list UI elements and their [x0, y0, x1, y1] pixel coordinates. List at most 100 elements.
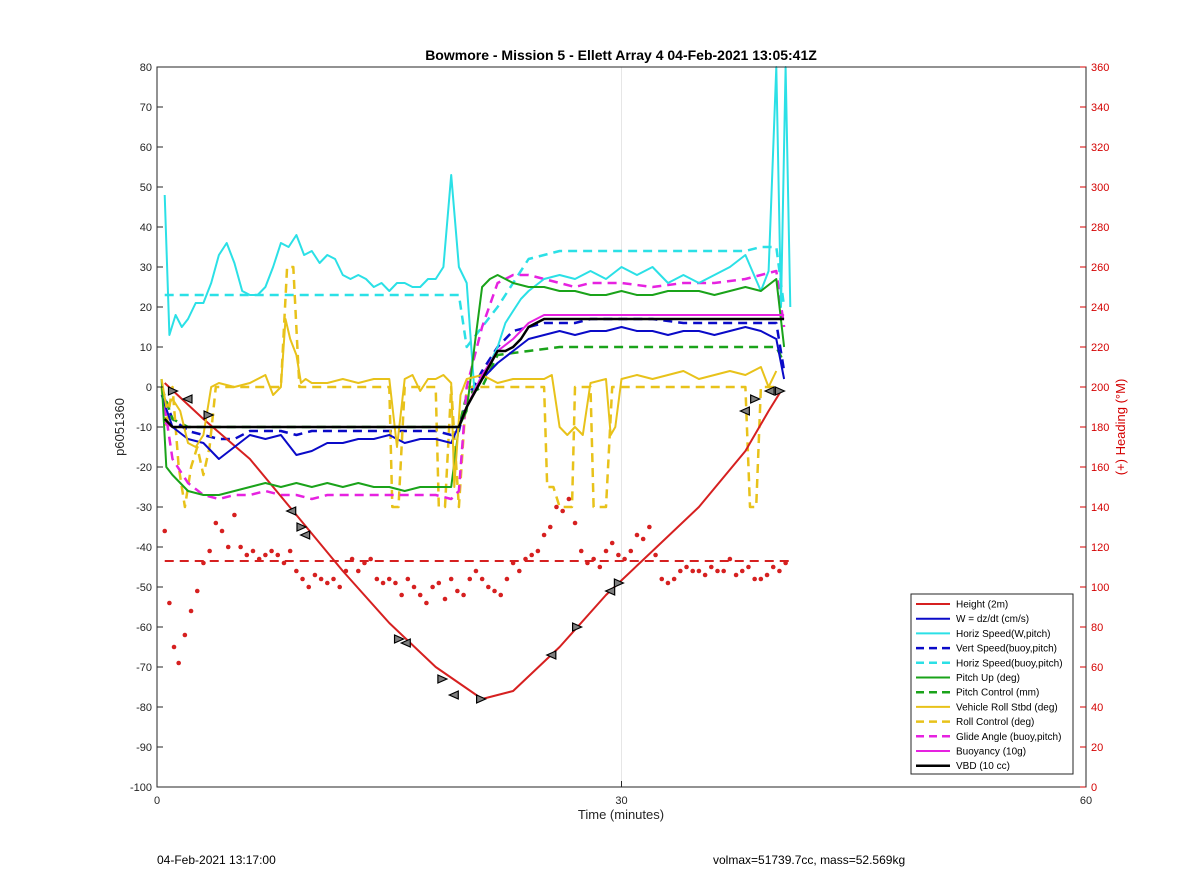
heading-dot [572, 520, 578, 526]
legend-label-0: Height (2m) [956, 600, 1008, 611]
heading-dot [498, 592, 504, 598]
y-tick-label: -90 [136, 742, 152, 754]
heading-dot [399, 592, 404, 598]
right-y-ticks: 0 20 40 60 80 100 120 140 160 180 200 220 240 260 280 3… [1080, 62, 1109, 794]
series-line-9 [163, 269, 786, 501]
y2-tick-label: 140 [1091, 502, 1109, 514]
y2-tick-label: 260 [1091, 262, 1109, 274]
legend-label-6: Pitch Control (mm) [956, 688, 1039, 699]
series-line-0 [164, 382, 782, 700]
direction-marker [399, 638, 411, 648]
y2-tick-label: 340 [1091, 102, 1109, 114]
y2-tick-label: 120 [1091, 542, 1109, 554]
y2-tick-label: 20 [1091, 742, 1103, 754]
y2-tick-label: 280 [1091, 222, 1109, 234]
y2-tick-label: 200 [1091, 382, 1109, 394]
heading-dot [504, 576, 510, 582]
y-tick-label: -20 [136, 462, 152, 474]
y-axis-label: p6051360 [112, 398, 127, 456]
heading-dot [696, 568, 702, 574]
y2-tick-label: 80 [1091, 622, 1103, 634]
heading-dot [374, 576, 380, 582]
heading-dot [213, 520, 219, 526]
x-tick-label: 30 [615, 795, 627, 807]
legend-label-5: Pitch Up (deg) [956, 673, 1020, 684]
solid-lines [160, 66, 792, 700]
heading-dot [167, 600, 172, 606]
heading-dot [368, 556, 373, 562]
y-tick-label: 10 [140, 342, 152, 354]
heading-dot [430, 584, 435, 590]
y-tick-label: -40 [136, 542, 152, 554]
y-tick-label: -70 [136, 662, 152, 674]
heading-dot [250, 548, 256, 554]
heading-dot [467, 576, 473, 582]
direction-marker [738, 406, 750, 416]
heading-dot [492, 588, 497, 594]
legend-label-2: Horiz Speed(W,pitch) [956, 629, 1050, 640]
legend-label-10: Buoyancy (10g) [956, 747, 1026, 758]
heading-dot [417, 592, 423, 598]
x-tick-label: 60 [1080, 795, 1092, 807]
direction-marker [299, 530, 311, 540]
chart-title: Bowmore - Mission 5 - Ellett Array 4 04-… [425, 47, 817, 63]
heading-dot [653, 552, 658, 558]
heading-dot [287, 548, 293, 554]
direction-marker [763, 386, 775, 396]
direction-marker [285, 506, 297, 516]
direction-marker [447, 690, 459, 700]
direction-marker [545, 650, 557, 660]
x-ticks: 0 30 60 [154, 781, 1092, 807]
heading-dot [207, 548, 212, 554]
heading-dot [690, 568, 696, 574]
direction-marker [437, 674, 449, 684]
heading-dot [659, 576, 665, 582]
direction-marker [476, 694, 488, 704]
legend-label-3: Vert Speed(buoy,pitch) [956, 644, 1057, 655]
heading-dot [325, 580, 330, 586]
heading-dot [578, 548, 584, 554]
heading-dot [603, 548, 609, 554]
heading-dot [312, 572, 318, 578]
heading-dot [665, 580, 671, 586]
heading-dot [671, 576, 677, 582]
heading-dot [343, 568, 349, 574]
heading-dot [554, 504, 559, 510]
heading-dot [238, 544, 243, 550]
y2-tick-label: 0 [1091, 782, 1097, 794]
y-tick-label: 70 [140, 102, 152, 114]
heading-dot [566, 496, 572, 502]
heading-dot [162, 528, 168, 534]
footer-timestamp: 04-Feb-2021 13:17:00 [157, 853, 276, 867]
heading-dot [640, 536, 646, 542]
y-tick-label: -60 [136, 622, 152, 634]
legend-label-4: Horiz Speed(buoy,pitch) [956, 658, 1063, 669]
heading-dot [721, 568, 726, 574]
y2-axis-label: (+) Heading (°M) [1113, 379, 1128, 476]
heading-dot [455, 588, 460, 594]
series-line-4 [164, 245, 786, 349]
series-line-8 [160, 265, 777, 509]
heading-dot [647, 524, 652, 530]
series-line-2 [163, 66, 792, 392]
heading-dot [684, 564, 689, 570]
y2-tick-label: 180 [1091, 422, 1109, 434]
y-tick-label: -30 [136, 502, 152, 514]
y2-tick-label: 320 [1091, 142, 1109, 154]
heading-dot [318, 576, 324, 582]
heading-dot [609, 540, 615, 546]
heading-dot [194, 588, 200, 594]
direction-marker [571, 622, 584, 632]
heading-dot [547, 524, 553, 530]
heading-dot [355, 568, 361, 574]
heading-dot [306, 584, 312, 590]
y2-tick-label: 360 [1091, 62, 1109, 74]
y2-tick-label: 300 [1091, 182, 1109, 194]
heading-dot [442, 596, 448, 602]
legend-label-1: W = dz/dt (cm/s) [956, 614, 1029, 625]
heading-dot [541, 532, 547, 538]
heading-dot [176, 660, 181, 666]
y-tick-label: -100 [130, 782, 152, 794]
y2-tick-label: 100 [1091, 582, 1109, 594]
direction-marker [774, 386, 786, 396]
